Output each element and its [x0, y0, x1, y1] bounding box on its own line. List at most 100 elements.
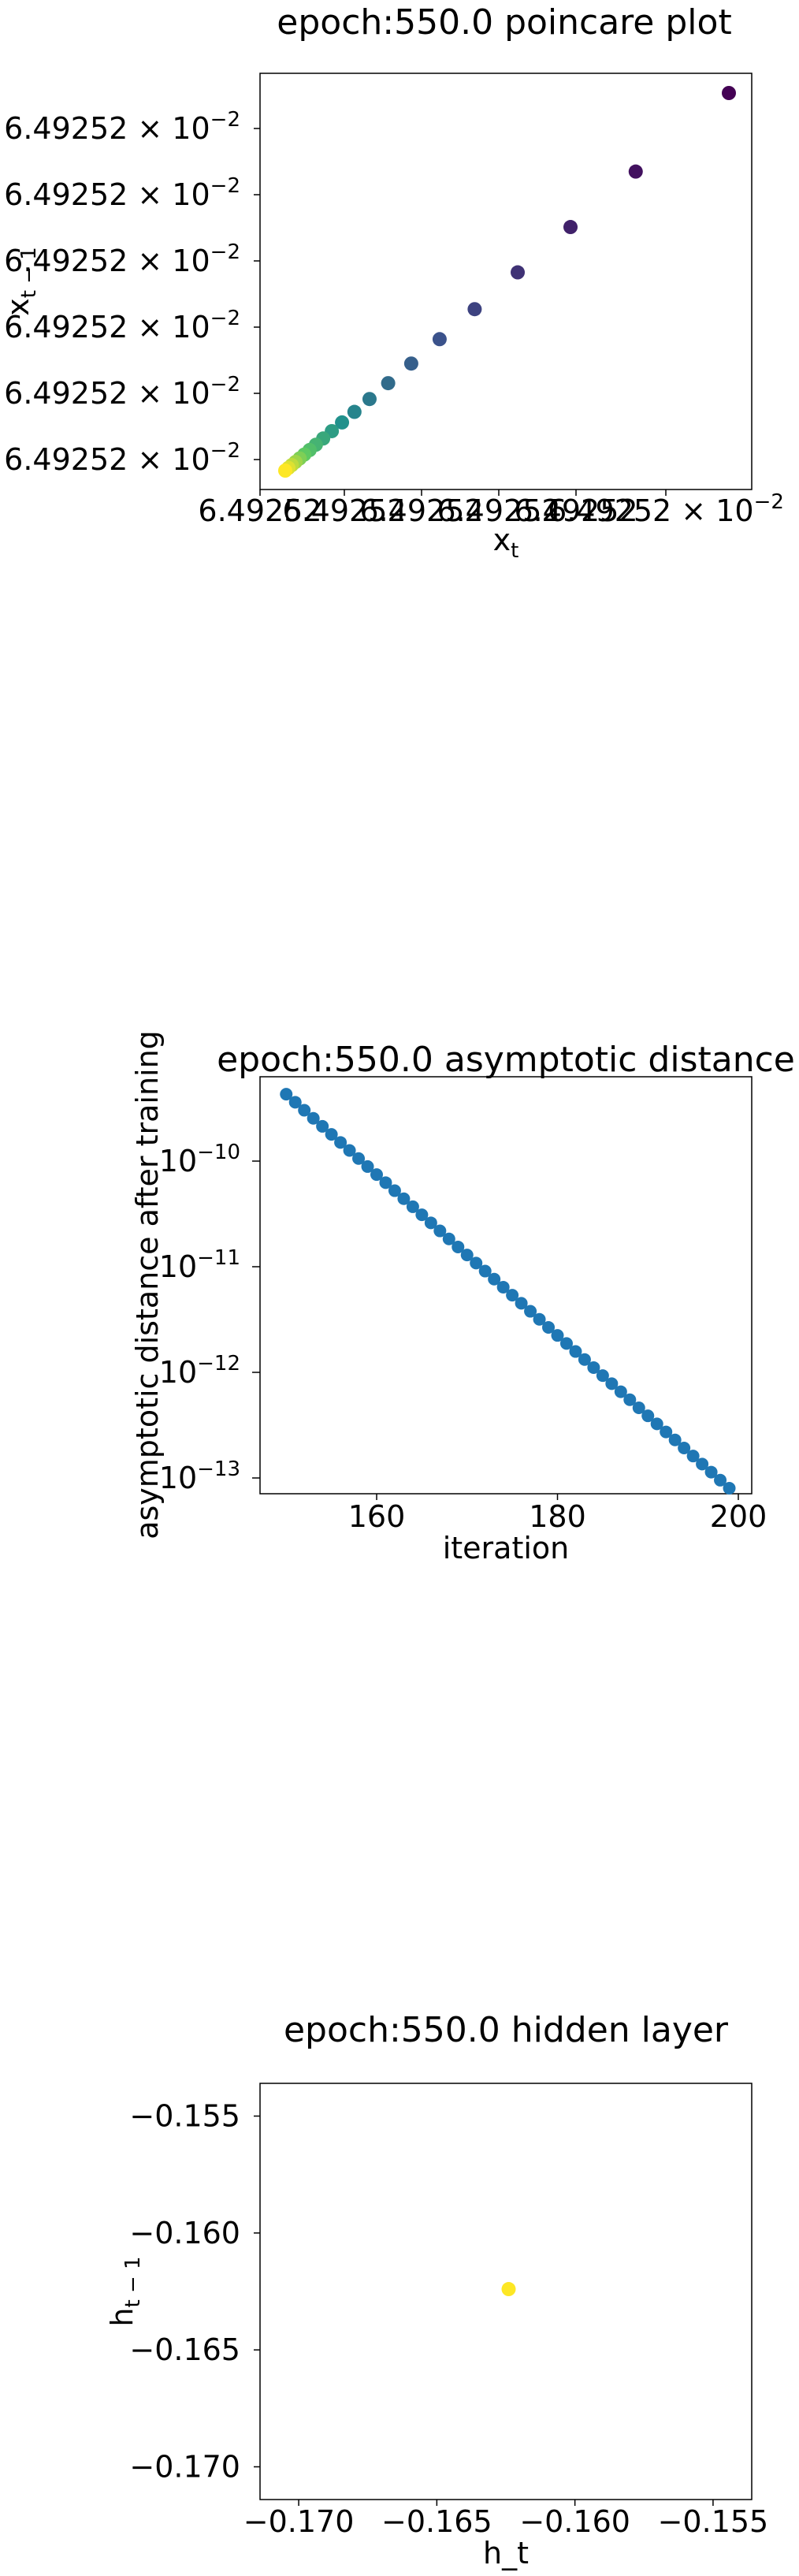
data-point — [381, 376, 396, 391]
data-point — [722, 86, 736, 100]
y-axis-label: asymptotic distance after training — [130, 1030, 165, 1539]
data-point — [533, 1312, 546, 1326]
y-tick-label-base: 6.49252 × 10 — [4, 177, 210, 212]
data-point — [641, 1409, 655, 1423]
plot-frame — [259, 1076, 753, 1495]
data-point — [723, 1481, 736, 1495]
y-tick-label: −0.155 — [129, 2099, 240, 2134]
data-point — [406, 1200, 419, 1213]
data-point — [335, 415, 350, 430]
x-axis-label-sub: t — [511, 539, 518, 563]
data-point — [325, 1128, 338, 1141]
data-point — [347, 404, 362, 419]
y-tick-label: −0.165 — [129, 2332, 240, 2367]
data-point — [614, 1385, 627, 1398]
x-tick-label: −0.170 — [243, 2504, 355, 2539]
y-axis-label-base: h — [105, 2307, 139, 2326]
x-tick-label: 6.49252 — [282, 493, 406, 528]
x-axis-label: iteration — [443, 1531, 570, 1565]
y-tick-label-exp: −2 — [210, 307, 240, 330]
data-point — [343, 1144, 356, 1157]
data-point — [442, 1232, 455, 1245]
y-tick-label-exp: −2 — [210, 439, 240, 463]
asymptotic-distance-chart: epoch:550.0 asymptotic distance 160 180 200… — [130, 1030, 795, 1565]
data-point — [452, 1240, 465, 1253]
chart-title: epoch:550.0 poincare plot — [277, 2, 731, 43]
data-point — [432, 332, 447, 347]
y-tick-label-base: 10 — [159, 1461, 197, 1495]
y-tick-label-base: 10 — [159, 1249, 197, 1284]
data-point — [628, 164, 643, 179]
data-point — [696, 1457, 709, 1471]
x-tick-label: 6.49252 — [514, 493, 637, 528]
data-point — [334, 1136, 347, 1149]
x-tick-label: 200 — [710, 1499, 767, 1534]
data-point — [569, 1345, 582, 1358]
y-tick-label-exp: −10 — [197, 1141, 240, 1164]
y-tick-label-exp: −13 — [197, 1457, 240, 1481]
data-point — [403, 356, 418, 371]
y-tick-label: −0.170 — [129, 2449, 240, 2484]
data-point — [278, 463, 292, 478]
data-point — [379, 1176, 392, 1189]
data-point — [632, 1401, 645, 1414]
data-point — [460, 1249, 474, 1262]
data-point — [623, 1393, 637, 1406]
x-axis-label: h_t — [483, 2536, 529, 2570]
y-tick-label-base: 6.49252 × 10 — [4, 442, 210, 477]
data-point — [352, 1152, 366, 1165]
y-tick-label: −0.160 — [129, 2216, 240, 2250]
data-point — [478, 1264, 492, 1278]
data-point — [578, 1353, 591, 1366]
poincare-chart: epoch:550.0 poincare plot6.492526.492526… — [1, 2, 784, 563]
y-axis-label-sub: t − 1 — [121, 2256, 145, 2307]
data-point — [370, 1168, 383, 1182]
y-tick-label-base: 6.49252 × 10 — [4, 376, 210, 411]
data-point — [563, 220, 578, 235]
data-point — [587, 1361, 600, 1374]
data-point — [511, 265, 526, 280]
data-point — [506, 1289, 519, 1302]
data-point — [596, 1369, 609, 1383]
y-axis-label: xt − 1 — [1, 247, 41, 316]
y-tick-label-exp: −2 — [210, 108, 240, 132]
data-point — [362, 392, 377, 407]
y-tick-label-exp: −2 — [210, 240, 240, 264]
x-axis-label: xt — [493, 523, 519, 563]
y-tick-label-exp: −11 — [197, 1246, 240, 1270]
data-point — [470, 1256, 483, 1270]
data-point — [496, 1280, 510, 1294]
data-point — [415, 1208, 429, 1222]
data-point — [678, 1441, 691, 1454]
x-tick-label: −0.155 — [658, 2504, 769, 2539]
chart-title: epoch:550.0 hidden layer — [284, 2010, 729, 2050]
y-tick-label: 6.49252 × 10−2 — [4, 373, 240, 411]
y-tick-label-exp: −12 — [197, 1352, 240, 1375]
data-point — [650, 1417, 663, 1431]
x-tick-label: 6.49252 — [437, 493, 560, 528]
x-tick-label-base: 6.49252 × 10 — [548, 493, 754, 528]
y-tick-label-base: 6.49252 × 10 — [4, 111, 210, 146]
y-axis-label: ht − 1 — [105, 2256, 145, 2326]
data-point — [298, 1104, 311, 1117]
data-point — [397, 1192, 411, 1205]
y-tick-label-base: 6.49252 × 10 — [4, 310, 210, 344]
data-point — [307, 1111, 320, 1125]
y-tick-label: 6.49252 × 10−2 — [4, 108, 240, 146]
x-tick-label-exp: −2 — [754, 490, 784, 514]
y-tick-label: 10−11 — [159, 1246, 240, 1284]
chart-title: epoch:550.0 asymptotic distance — [217, 1040, 795, 1080]
data-point — [501, 2282, 516, 2297]
x-tick-label: −0.160 — [519, 2504, 630, 2539]
data-point — [316, 1119, 329, 1133]
data-point — [388, 1184, 401, 1197]
y-axis-label-sub: t − 1 — [17, 247, 41, 298]
data-point — [559, 1337, 573, 1350]
data-point — [686, 1450, 700, 1463]
data-point — [668, 1433, 682, 1446]
y-tick-label: 10−13 — [159, 1457, 240, 1495]
data-point — [704, 1465, 718, 1479]
y-tick-label: 6.49252 × 10−2 — [4, 174, 240, 212]
data-point — [424, 1216, 437, 1230]
